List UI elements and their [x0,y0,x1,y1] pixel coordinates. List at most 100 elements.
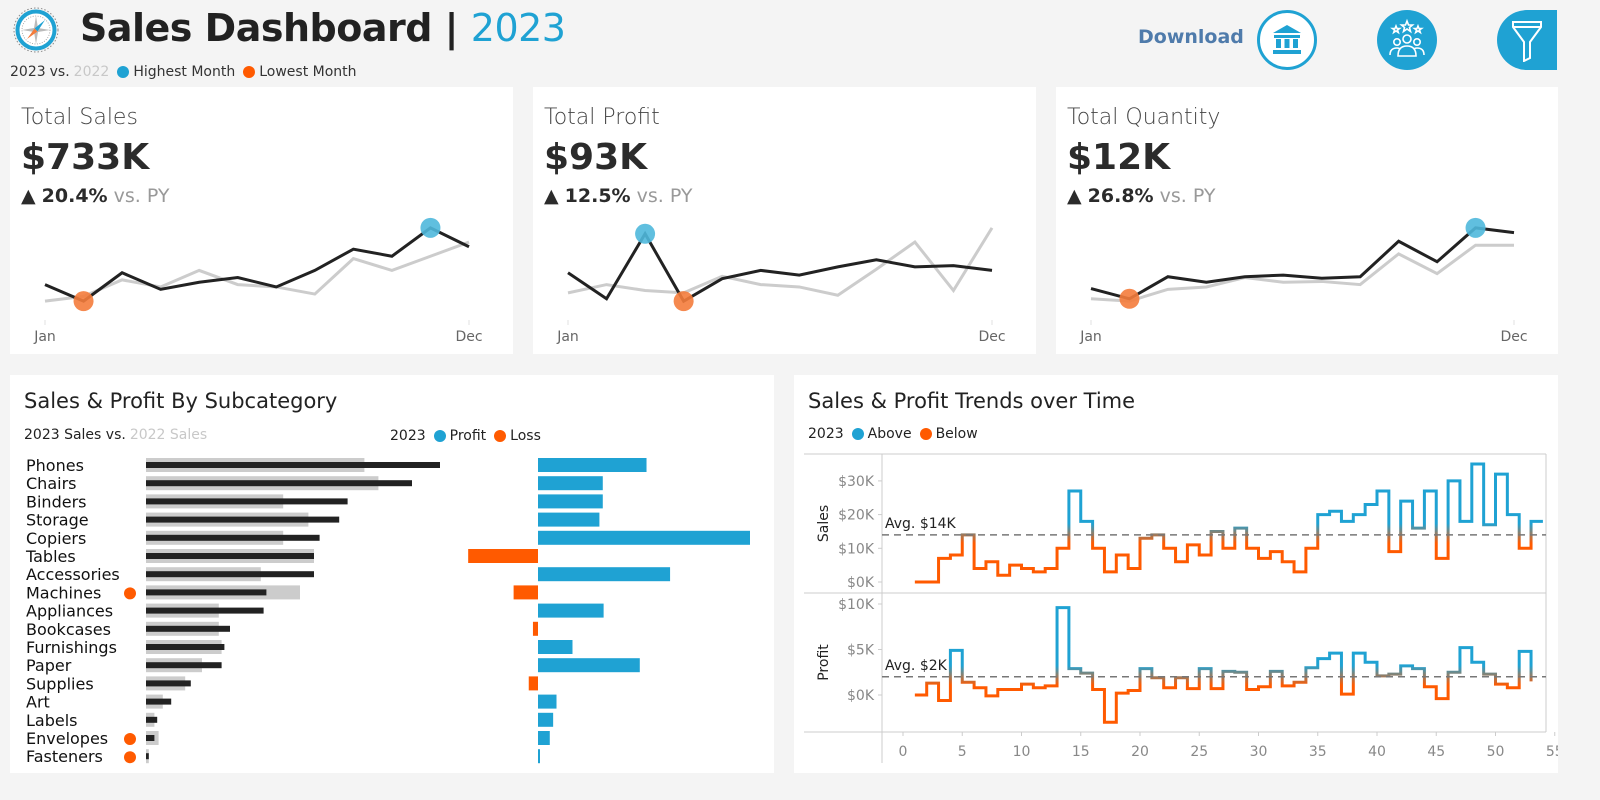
x-label-start: Jan [33,329,56,345]
kpi-delta-value: 20.4% [41,185,108,207]
sales-sparkline: Jan Dec [33,217,483,345]
category-label: Machines [26,583,101,602]
series-line-2023 [1090,226,1515,301]
x-tick-label: 45 [1427,744,1445,760]
bar-2023-sales [146,662,222,669]
category-label: Supplies [26,674,94,693]
legend-above: Above [867,426,912,442]
lowest-month-marker [73,291,94,312]
bank-button[interactable] [1257,10,1317,70]
highest-month-marker [420,217,441,238]
legend-current: 2023 Sales vs. [24,427,126,443]
bar-2023-sales [146,589,267,596]
category-label: Paper [26,656,72,675]
x-label-start: Jan [556,329,579,345]
category-label: Phones [26,456,84,475]
legend-vs: vs. [49,64,70,80]
kpi-delta-suffix: vs. PY [1159,185,1216,207]
bar-2023-sales [146,680,191,687]
bar-profit [538,640,573,654]
logo [12,6,60,54]
bar-2023-sales [146,553,314,559]
kpi-title: Total Quantity [1067,105,1221,130]
filter-icon [1512,21,1542,62]
filter-button[interactable] [1497,10,1557,70]
legend-current-year: 2023 [10,64,46,80]
title-year: 2023 [470,6,566,50]
bar-loss [513,585,538,600]
x-tick-label: 0 [899,744,908,760]
sales-legend: 2023 Sales vs. 2022 Sales [24,427,207,443]
legend-loss: Loss [510,428,541,444]
x-label-start: Jan [1079,329,1102,345]
title-separator: | [444,6,459,50]
x-tick-label: 10 [1013,744,1031,760]
sales-average-label: Avg. $14K [885,516,957,532]
bar-2023-sales [146,534,320,541]
subcategory-panel: Sales & Profit By Subcategory 2023 Sales… [10,375,774,773]
category-label: Tables [25,547,76,566]
category-label: Bookcases [26,620,111,639]
sales-axis-label: Sales [816,505,832,542]
top-legend: 2023 vs. 2022 Highest Month Lowest Month [10,64,357,80]
trends-panel: Sales & Profit Trends over Time 2023 Abo… [794,375,1558,773]
compass-logo-icon [13,7,59,53]
profit-axis-label: Profit [816,644,832,681]
below-dot-icon [919,428,932,440]
category-label: Labels [26,711,78,730]
bar-2023-sales [146,716,158,723]
y-tick-label: $0K [847,688,875,704]
legend-below: Below [935,426,978,442]
category-label: Storage [26,511,89,530]
profit-sparkline: Jan Dec [556,223,1006,345]
above-dot-icon [851,428,864,440]
section-title: Sales & Profit By Subcategory [24,389,338,413]
bar-loss [528,676,538,691]
bar-2023-sales [146,571,314,578]
bar-2023-sales [146,625,230,632]
team-button[interactable] [1377,10,1437,70]
download-button[interactable]: Download [1138,26,1244,48]
legend-previous-year: 2022 [73,64,110,80]
trends-legend: 2023 Above Below [808,426,978,442]
alert-dot-icon [124,733,136,745]
profit-average-label: Avg. $2K [885,658,948,674]
alert-dot-icon [124,751,136,764]
x-tick-label: 55 [1546,744,1558,760]
kpi-title: Total Sales [21,105,138,130]
category-label: Art [26,693,50,712]
kpi-card-profit: Total Profit $93K ▲ 12.5% vs. PY Jan Dec [533,87,1036,354]
profit-dot-icon [433,430,446,442]
bar-profit [538,476,603,491]
x-tick-label: 35 [1309,744,1327,760]
kpi-title: Total Profit [544,105,660,130]
kpi-value: $12K [1067,137,1171,178]
subcategory-chart: PhonesChairsBindersStorageCopiersTablesA… [25,456,750,766]
kpi-delta: ▲ 12.5% vs. PY [544,185,693,207]
up-triangle-icon: ▲ [544,185,559,207]
bar-2023-sales [146,462,440,468]
category-label: Appliances [26,602,113,621]
quantity-sparkline: Jan Dec [1079,217,1528,345]
bar-profit [538,658,640,673]
legend-previous: 2022 Sales [129,427,208,443]
y-tick-label: $0K [847,575,875,591]
series-line-2023 [44,226,470,303]
profit-step-line [914,606,1533,724]
category-label: Accessories [26,565,120,584]
lowest-dot-icon [243,66,256,78]
y-tick-label: $30K [838,474,875,490]
highest-dot-icon [117,66,130,78]
bank-icon [1273,25,1301,54]
lowest-month-marker [1119,288,1140,309]
series-line-2022 [1090,243,1514,303]
y-tick-label: $5K [847,643,875,659]
bar-loss [532,621,538,636]
lowest-month-marker [673,291,694,312]
y-tick-label: $20K [838,508,875,524]
up-triangle-icon: ▲ [1067,185,1082,207]
x-tick-label: 5 [958,744,967,760]
legend-year: 2023 [390,428,426,444]
bar-2023-sales [146,753,149,760]
bar-2023-sales [146,516,340,523]
